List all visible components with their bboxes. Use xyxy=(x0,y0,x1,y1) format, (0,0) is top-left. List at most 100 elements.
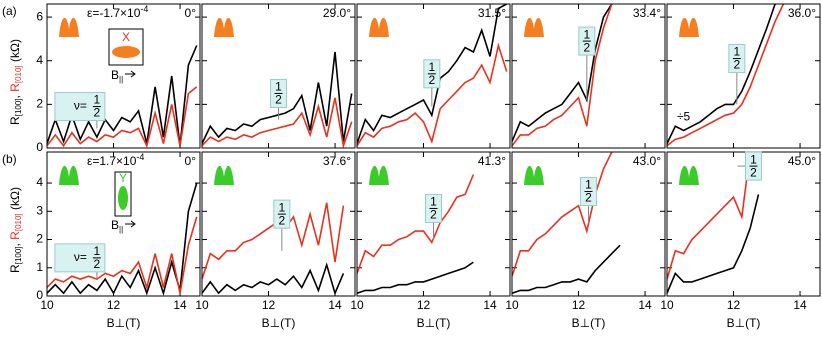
half-top: 1 xyxy=(278,200,285,214)
x-axis-label: B⊥(T) xyxy=(572,316,606,330)
frame xyxy=(666,3,821,149)
x-tick-label: 12 xyxy=(262,298,276,312)
s1: [100] xyxy=(14,246,23,264)
x-tick-label: 14 xyxy=(638,298,652,312)
half-bottom: 2 xyxy=(734,58,741,72)
s1: [100] xyxy=(14,98,23,116)
inset-field: B|| xyxy=(111,218,123,234)
divisor: ÷5 xyxy=(677,110,691,124)
field: B xyxy=(111,218,119,232)
nu: ν= xyxy=(74,99,87,113)
x-axis-label: B⊥(T) xyxy=(417,316,451,330)
half-top: 1 xyxy=(430,195,437,209)
panel: 29.0° 12 xyxy=(201,3,356,149)
r1: R xyxy=(8,264,22,273)
icon xyxy=(210,165,238,185)
angle: 41.3° xyxy=(478,154,506,168)
icon xyxy=(675,17,703,37)
panel-label: (b) xyxy=(2,152,17,166)
field-sub: || xyxy=(119,225,123,234)
frame xyxy=(46,3,201,149)
curve xyxy=(357,261,474,294)
angle: 29.0° xyxy=(323,6,351,20)
strain: ε=-1.7×10-4 xyxy=(87,4,148,20)
panel: 36.0° 12 ÷5 xyxy=(666,3,821,149)
inset-ellipse xyxy=(118,186,128,210)
y-tick-label: 4 xyxy=(36,175,43,189)
half-bottom: 2 xyxy=(585,191,592,205)
panel: 10 12 14 45.0° 12 B⊥(T) xyxy=(660,151,821,330)
strain-exp: -4 xyxy=(140,4,148,14)
s2: [010] xyxy=(14,65,23,83)
y-tick-label: 0 xyxy=(36,288,43,302)
curve xyxy=(357,42,508,147)
y-tick-label: 1 xyxy=(36,260,43,274)
half-bottom: 2 xyxy=(275,93,282,107)
icon xyxy=(210,17,238,37)
curve xyxy=(47,182,198,296)
x-tick-label: 12 xyxy=(572,298,586,312)
frame xyxy=(356,3,511,149)
strain-base: ε=1.7×10 xyxy=(87,154,137,168)
x-tick-label: 12 xyxy=(727,298,741,312)
icon xyxy=(365,165,393,185)
s2: [010] xyxy=(14,213,23,231)
frame xyxy=(511,3,666,149)
inset-field: B|| xyxy=(111,68,123,84)
icon xyxy=(675,165,703,185)
half-top: 1 xyxy=(750,152,757,166)
strain-base: ε=-1.7×10 xyxy=(87,6,141,20)
unit: (kΩ) xyxy=(8,39,22,65)
curve xyxy=(357,4,508,144)
icon xyxy=(520,17,548,37)
arrow xyxy=(125,70,136,78)
icon xyxy=(55,17,83,37)
y-tick-label: 6 xyxy=(36,9,43,23)
half-top: 1 xyxy=(94,93,101,107)
y-tick-label: 0 xyxy=(36,140,43,154)
half-bottom: 2 xyxy=(94,257,101,271)
angle: 31.5° xyxy=(478,6,506,20)
curve xyxy=(202,202,345,280)
x-tick-label: 10 xyxy=(660,298,674,312)
x-tick-label: 12 xyxy=(107,298,121,312)
curve xyxy=(512,244,621,294)
panel: 10 12 14 37.6° 12 B⊥(T) xyxy=(195,151,356,330)
curve xyxy=(667,152,751,280)
arrow xyxy=(125,220,136,228)
panel: 31.5° 12 xyxy=(356,3,511,149)
x-axis-label: B⊥(T) xyxy=(107,316,141,330)
y-axis-label: R[100], R[010] (kΩ) xyxy=(8,39,23,125)
x-tick-label: 14 xyxy=(483,298,497,312)
r2: R xyxy=(8,231,22,240)
comma: , xyxy=(8,240,22,247)
x-tick-label: 10 xyxy=(40,298,54,312)
frame xyxy=(356,151,511,297)
strain: ε=1.7×10-4 xyxy=(87,152,144,168)
field: B xyxy=(111,68,119,82)
half-top: 1 xyxy=(275,80,282,94)
unit: (kΩ) xyxy=(8,187,22,213)
x-tick-label: 14 xyxy=(793,298,807,312)
frame xyxy=(666,151,821,297)
panel: 33.4° 12 xyxy=(511,3,666,149)
frame xyxy=(201,3,356,149)
half-bottom: 2 xyxy=(428,73,435,87)
x-axis-label: B⊥(T) xyxy=(262,316,296,330)
curve xyxy=(47,86,198,148)
y-tick-label: 3 xyxy=(36,203,43,217)
x-axis-label: B⊥(T) xyxy=(727,316,761,330)
panel-label: (a) xyxy=(2,4,17,18)
half-bottom: 2 xyxy=(583,40,590,54)
curve xyxy=(202,97,353,148)
icon xyxy=(365,17,393,37)
curve xyxy=(202,51,353,144)
panel: 10 12 14 41.3° 12 B⊥(T) xyxy=(350,151,511,330)
y-tick-label: 2 xyxy=(36,97,43,111)
half-top: 1 xyxy=(734,45,741,59)
angle: 43.0° xyxy=(633,154,661,168)
panel: 10 12 14 43.0° 12 B⊥(T) xyxy=(505,151,666,330)
icon xyxy=(520,165,548,185)
